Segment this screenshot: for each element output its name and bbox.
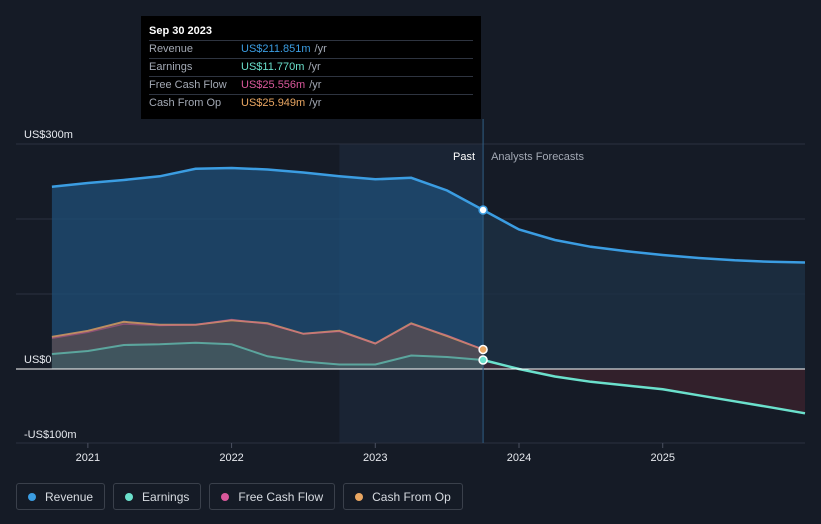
legend-dot-icon xyxy=(355,492,364,501)
x-tick-label: 2025 xyxy=(650,452,674,464)
cash-from-op-point xyxy=(478,344,488,355)
legend-label: Revenue xyxy=(45,489,94,504)
tooltip-label: Earnings xyxy=(149,61,193,73)
tooltip-row-earnings: Earnings US$11.770m /yr xyxy=(149,58,473,76)
tooltip-value: US$11.770m xyxy=(241,61,305,73)
legend-item-cash-from-op[interactable]: Cash From Op xyxy=(343,483,463,510)
legend-label: Free Cash Flow xyxy=(238,489,324,504)
legend-dot-icon xyxy=(28,492,36,501)
tooltip-label: Free Cash Flow xyxy=(149,79,227,91)
x-tick-label: 2024 xyxy=(507,452,531,464)
tooltip-date: Sep 30 2023 xyxy=(149,25,212,37)
x-tick-label: 2021 xyxy=(76,452,100,464)
y-tick-label: US$0 xyxy=(24,354,52,366)
tooltip-row-free-cash-flow: Free Cash Flow US$25.556m /yr xyxy=(149,76,473,94)
tooltip-unit: /yr xyxy=(309,97,322,109)
x-tick-label: 2022 xyxy=(219,452,243,464)
tooltip-unit: /yr xyxy=(309,79,322,91)
legend-item-free-cash-flow[interactable]: Free Cash Flow xyxy=(209,483,336,510)
tooltip-unit: /yr xyxy=(308,61,321,73)
tooltip-row-revenue: Revenue US$211.851m /yr xyxy=(149,40,473,58)
revenue-area-past xyxy=(51,168,484,369)
free-cash-flow-line xyxy=(51,318,484,351)
legend-item-earnings[interactable]: Earnings xyxy=(113,483,202,510)
revenue-point xyxy=(478,205,488,215)
earnings-point xyxy=(478,355,488,365)
tooltip-unit: /yr xyxy=(314,43,327,55)
revenue-line-forecast xyxy=(482,208,806,264)
chart-legend: Revenue Earnings Free Cash Flow Cash Fro… xyxy=(16,483,471,510)
x-tick-label: 2023 xyxy=(363,452,387,464)
revenue-line-past xyxy=(51,166,484,212)
earnings-line-forecast xyxy=(482,358,806,415)
tooltip-value: US$25.556m xyxy=(241,79,306,91)
y-tick-label: US$300m xyxy=(24,129,73,141)
tooltip-row-cash-from-op: Cash From Op US$25.949m /yr xyxy=(149,94,473,112)
tooltip-value: US$211.851m xyxy=(241,43,311,55)
past-label: Past xyxy=(453,151,475,163)
tooltip-value: US$25.949m xyxy=(241,97,306,109)
y-tick-label: -US$100m xyxy=(24,429,77,441)
data-tooltip: Sep 30 2023 Revenue US$211.851m /yr Earn… xyxy=(141,16,481,119)
cash-from-op-line xyxy=(51,319,484,351)
forecast-label: Analysts Forecasts xyxy=(491,151,584,163)
legend-label: Cash From Op xyxy=(372,489,451,504)
earnings-line-past xyxy=(51,341,484,366)
legend-dot-icon xyxy=(125,492,134,501)
tooltip-label: Revenue xyxy=(149,43,194,55)
tooltip-label: Cash From Op xyxy=(149,97,222,109)
legend-label: Earnings xyxy=(142,489,190,504)
revenue-area-forecast xyxy=(483,210,805,369)
earnings-area-past xyxy=(51,342,484,369)
legend-item-revenue[interactable]: Revenue xyxy=(16,483,106,510)
legend-dot-icon xyxy=(221,492,230,501)
